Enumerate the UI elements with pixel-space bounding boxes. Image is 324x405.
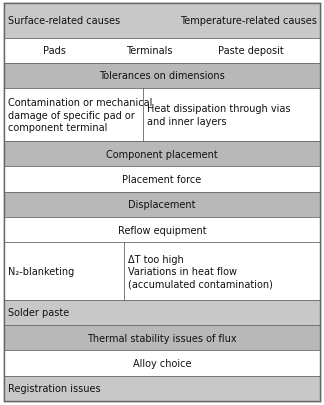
Bar: [4, 325, 320, 350]
Text: Thermal stability issues of flux: Thermal stability issues of flux: [87, 333, 237, 343]
Text: Placement force: Placement force: [122, 175, 202, 185]
Bar: [4, 142, 320, 167]
Bar: [4, 4, 320, 38]
Bar: [4, 167, 320, 192]
Bar: [4, 192, 320, 217]
Text: Contamination or mechanical
damage of specific pad or
component terminal: Contamination or mechanical damage of sp…: [8, 98, 152, 133]
Bar: [4, 89, 320, 142]
Text: Displacement: Displacement: [128, 200, 196, 210]
Text: N₂-blanketing: N₂-blanketing: [8, 266, 74, 276]
Bar: [4, 376, 320, 401]
Text: Reflow equipment: Reflow equipment: [118, 225, 206, 235]
Text: Tolerances on dimensions: Tolerances on dimensions: [99, 71, 225, 81]
Text: Heat dissipation through vias
and inner layers: Heat dissipation through vias and inner …: [147, 104, 291, 126]
Bar: [4, 350, 320, 376]
Text: Alloy choice: Alloy choice: [133, 358, 191, 368]
Text: Pads: Pads: [43, 46, 66, 56]
Bar: [4, 217, 320, 243]
Text: ΔT too high
Variations in heat flow
(accumulated contamination): ΔT too high Variations in heat flow (acc…: [128, 254, 273, 289]
Bar: [4, 243, 320, 300]
Text: Paste deposit: Paste deposit: [218, 46, 284, 56]
Text: Registration issues: Registration issues: [8, 384, 101, 393]
Text: Solder paste: Solder paste: [8, 308, 69, 318]
Text: Terminals: Terminals: [126, 46, 173, 56]
Text: Temperature-related causes: Temperature-related causes: [180, 16, 317, 26]
Text: Component placement: Component placement: [106, 149, 218, 159]
Bar: [4, 64, 320, 89]
Text: Surface-related causes: Surface-related causes: [8, 16, 120, 26]
Bar: [4, 300, 320, 325]
Bar: [4, 38, 320, 64]
